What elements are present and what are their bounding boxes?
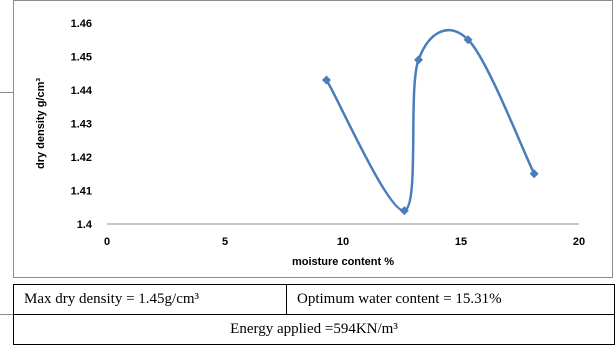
y-tick-label: 1.41 [71,186,92,198]
data-point-marker [399,206,409,216]
table-row: Max dry density = 1.45g/cm³ Optimum wate… [13,284,615,315]
chart-area: 0 5 10 15 20 1.4 1.41 1.42 1.43 1.44 1.45 1.46 moi… [13,0,613,278]
x-tick-label: 10 [337,236,349,248]
x-tick-label: 15 [455,236,467,248]
data-point-marker [463,35,473,45]
y-tick-label: 1.46 [71,18,92,30]
optimum-water-content-cell: Optimum water content = 15.31% [286,284,615,315]
results-table: Max dry density = 1.45g/cm³ Optimum wate… [13,284,615,345]
y-tick-label: 1.43 [71,119,92,131]
data-point-marker [414,55,424,65]
data-point-marker [321,75,331,85]
energy-applied-cell: Energy applied =594KN/m³ [13,314,615,345]
left-edge-mark-top [0,92,13,93]
max-dry-density-cell: Max dry density = 1.45g/cm³ [13,284,287,315]
x-tick-label: 5 [222,236,228,248]
y-tick-label: 1.42 [71,152,92,164]
x-tick-label: 0 [104,236,110,248]
y-tick-label: 1.4 [77,219,93,231]
left-edge-mark-bottom [0,314,13,315]
y-axis-title: dry density g/cm³ [35,78,47,169]
data-point-marker [529,169,539,179]
x-tick-label: 20 [573,236,585,248]
table-row: Energy applied =594KN/m³ [13,314,615,345]
x-axis-ticks: 0 5 10 15 20 [104,236,585,248]
y-tick-label: 1.45 [71,52,92,64]
series-line [325,28,536,212]
series-markers [321,35,539,216]
y-tick-label: 1.44 [71,85,93,97]
x-axis-title: moisture content % [292,256,394,268]
y-axis-ticks: 1.4 1.41 1.42 1.43 1.44 1.45 1.46 [71,18,93,231]
chart-svg: 0 5 10 15 20 1.4 1.41 1.42 1.43 1.44 1.45 1.46 moi… [35,18,585,268]
